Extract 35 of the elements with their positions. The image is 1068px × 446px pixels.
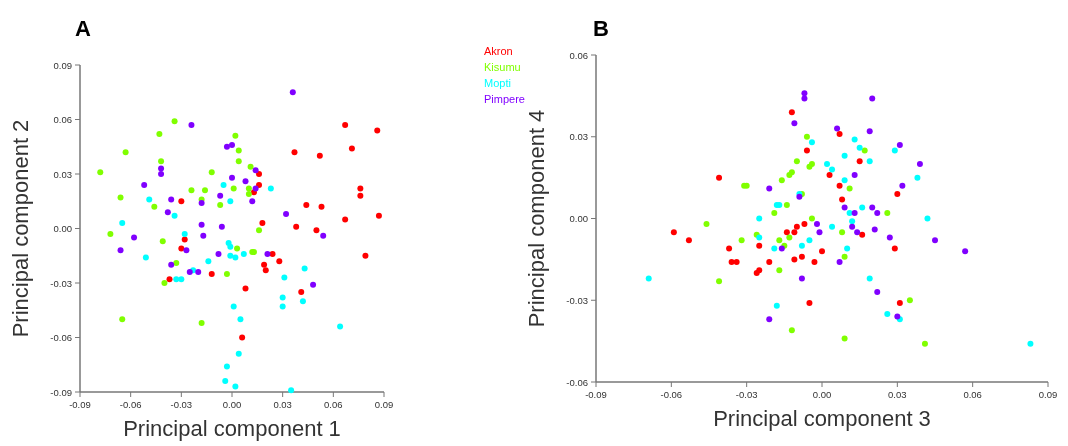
x-tick-label: 0.06 [963,389,982,400]
chart-title: B [593,16,609,41]
text: Mopti [484,77,511,89]
text: Kisumu [484,61,521,73]
x-tick-label: -0.09 [69,399,91,410]
x-tick-label: -0.06 [119,399,142,410]
y-tick-label: 0.00 [569,213,588,224]
chart-title: A [75,16,91,41]
x-axis-title: Principal component 1 [123,416,341,441]
text: Pimpere [484,93,525,105]
x-tick-label: -0.09 [585,389,607,400]
y-tick-label: 0.03 [569,131,588,143]
text: Akron [484,45,513,57]
y-tick-label: 0.09 [53,59,72,71]
x-tick-label: 0.03 [888,389,907,400]
y-tick-label: -0.06 [50,332,72,343]
x-tick-label: -0.06 [660,389,683,400]
x-tick-label: 0.00 [222,399,242,410]
x-tick-label: 0.09 [1038,389,1058,400]
y-tick-label: 0.06 [53,114,72,125]
y-tick-label: -0.03 [566,294,588,306]
y-tick-label: 0.06 [569,49,588,61]
y-axis-title: Principal component 2 [8,119,33,338]
y-tick-label: 0.00 [53,223,72,234]
y-tick-label: -0.06 [566,376,588,388]
x-tick-label: 0.09 [374,399,394,410]
y-tick-label: 0.03 [53,168,72,180]
x-axis-title: Principal component 3 [713,406,931,431]
x-tick-label: -0.03 [170,399,193,410]
x-tick-label: 0.00 [812,389,832,400]
x-tick-label: -0.03 [735,389,758,400]
x-tick-label: 0.06 [324,399,343,410]
y-tick-label: -0.03 [50,277,72,289]
y-axis-title: Principal component 4 [524,109,549,328]
x-tick-label: 0.03 [273,399,292,410]
